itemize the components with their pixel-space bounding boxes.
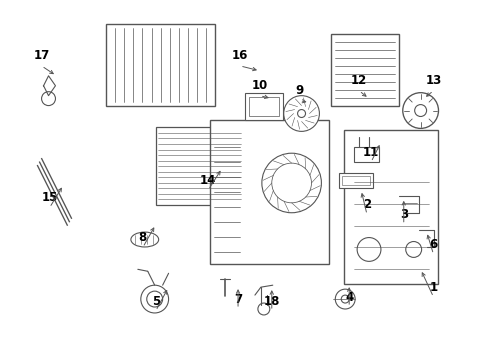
Circle shape: [271, 163, 311, 203]
Circle shape: [335, 289, 354, 309]
Text: 7: 7: [234, 293, 242, 306]
Circle shape: [402, 93, 438, 129]
Bar: [331, 34, 398, 105]
Circle shape: [146, 291, 163, 307]
Bar: [342, 176, 369, 185]
Circle shape: [356, 238, 380, 261]
Text: 11: 11: [362, 146, 378, 159]
Text: 8: 8: [139, 231, 146, 244]
Bar: [353, 147, 378, 162]
Circle shape: [414, 105, 426, 117]
Circle shape: [405, 242, 421, 257]
Text: 5: 5: [151, 294, 160, 307]
Bar: [244, 93, 282, 121]
Text: 18: 18: [263, 294, 280, 307]
Bar: [210, 121, 328, 264]
Text: 2: 2: [362, 198, 370, 211]
Bar: [339, 173, 372, 188]
Text: 6: 6: [428, 238, 437, 251]
Text: 14: 14: [200, 174, 216, 186]
Text: 9: 9: [295, 84, 303, 97]
Text: 10: 10: [251, 79, 267, 92]
Text: 3: 3: [399, 208, 407, 221]
Circle shape: [141, 285, 168, 313]
Circle shape: [41, 92, 55, 105]
Circle shape: [297, 109, 305, 117]
Text: 16: 16: [231, 49, 248, 63]
Bar: [155, 127, 243, 205]
Circle shape: [262, 153, 321, 213]
Bar: [106, 24, 215, 105]
Circle shape: [283, 96, 319, 131]
Bar: [344, 130, 438, 284]
Ellipse shape: [131, 232, 158, 247]
Bar: [248, 96, 278, 117]
Text: 1: 1: [428, 281, 437, 294]
Circle shape: [257, 303, 269, 315]
Text: 17: 17: [33, 49, 50, 63]
Text: 15: 15: [41, 192, 58, 204]
Text: 4: 4: [345, 291, 353, 303]
Circle shape: [341, 295, 348, 303]
Text: 12: 12: [350, 74, 366, 87]
Text: 13: 13: [425, 74, 441, 87]
